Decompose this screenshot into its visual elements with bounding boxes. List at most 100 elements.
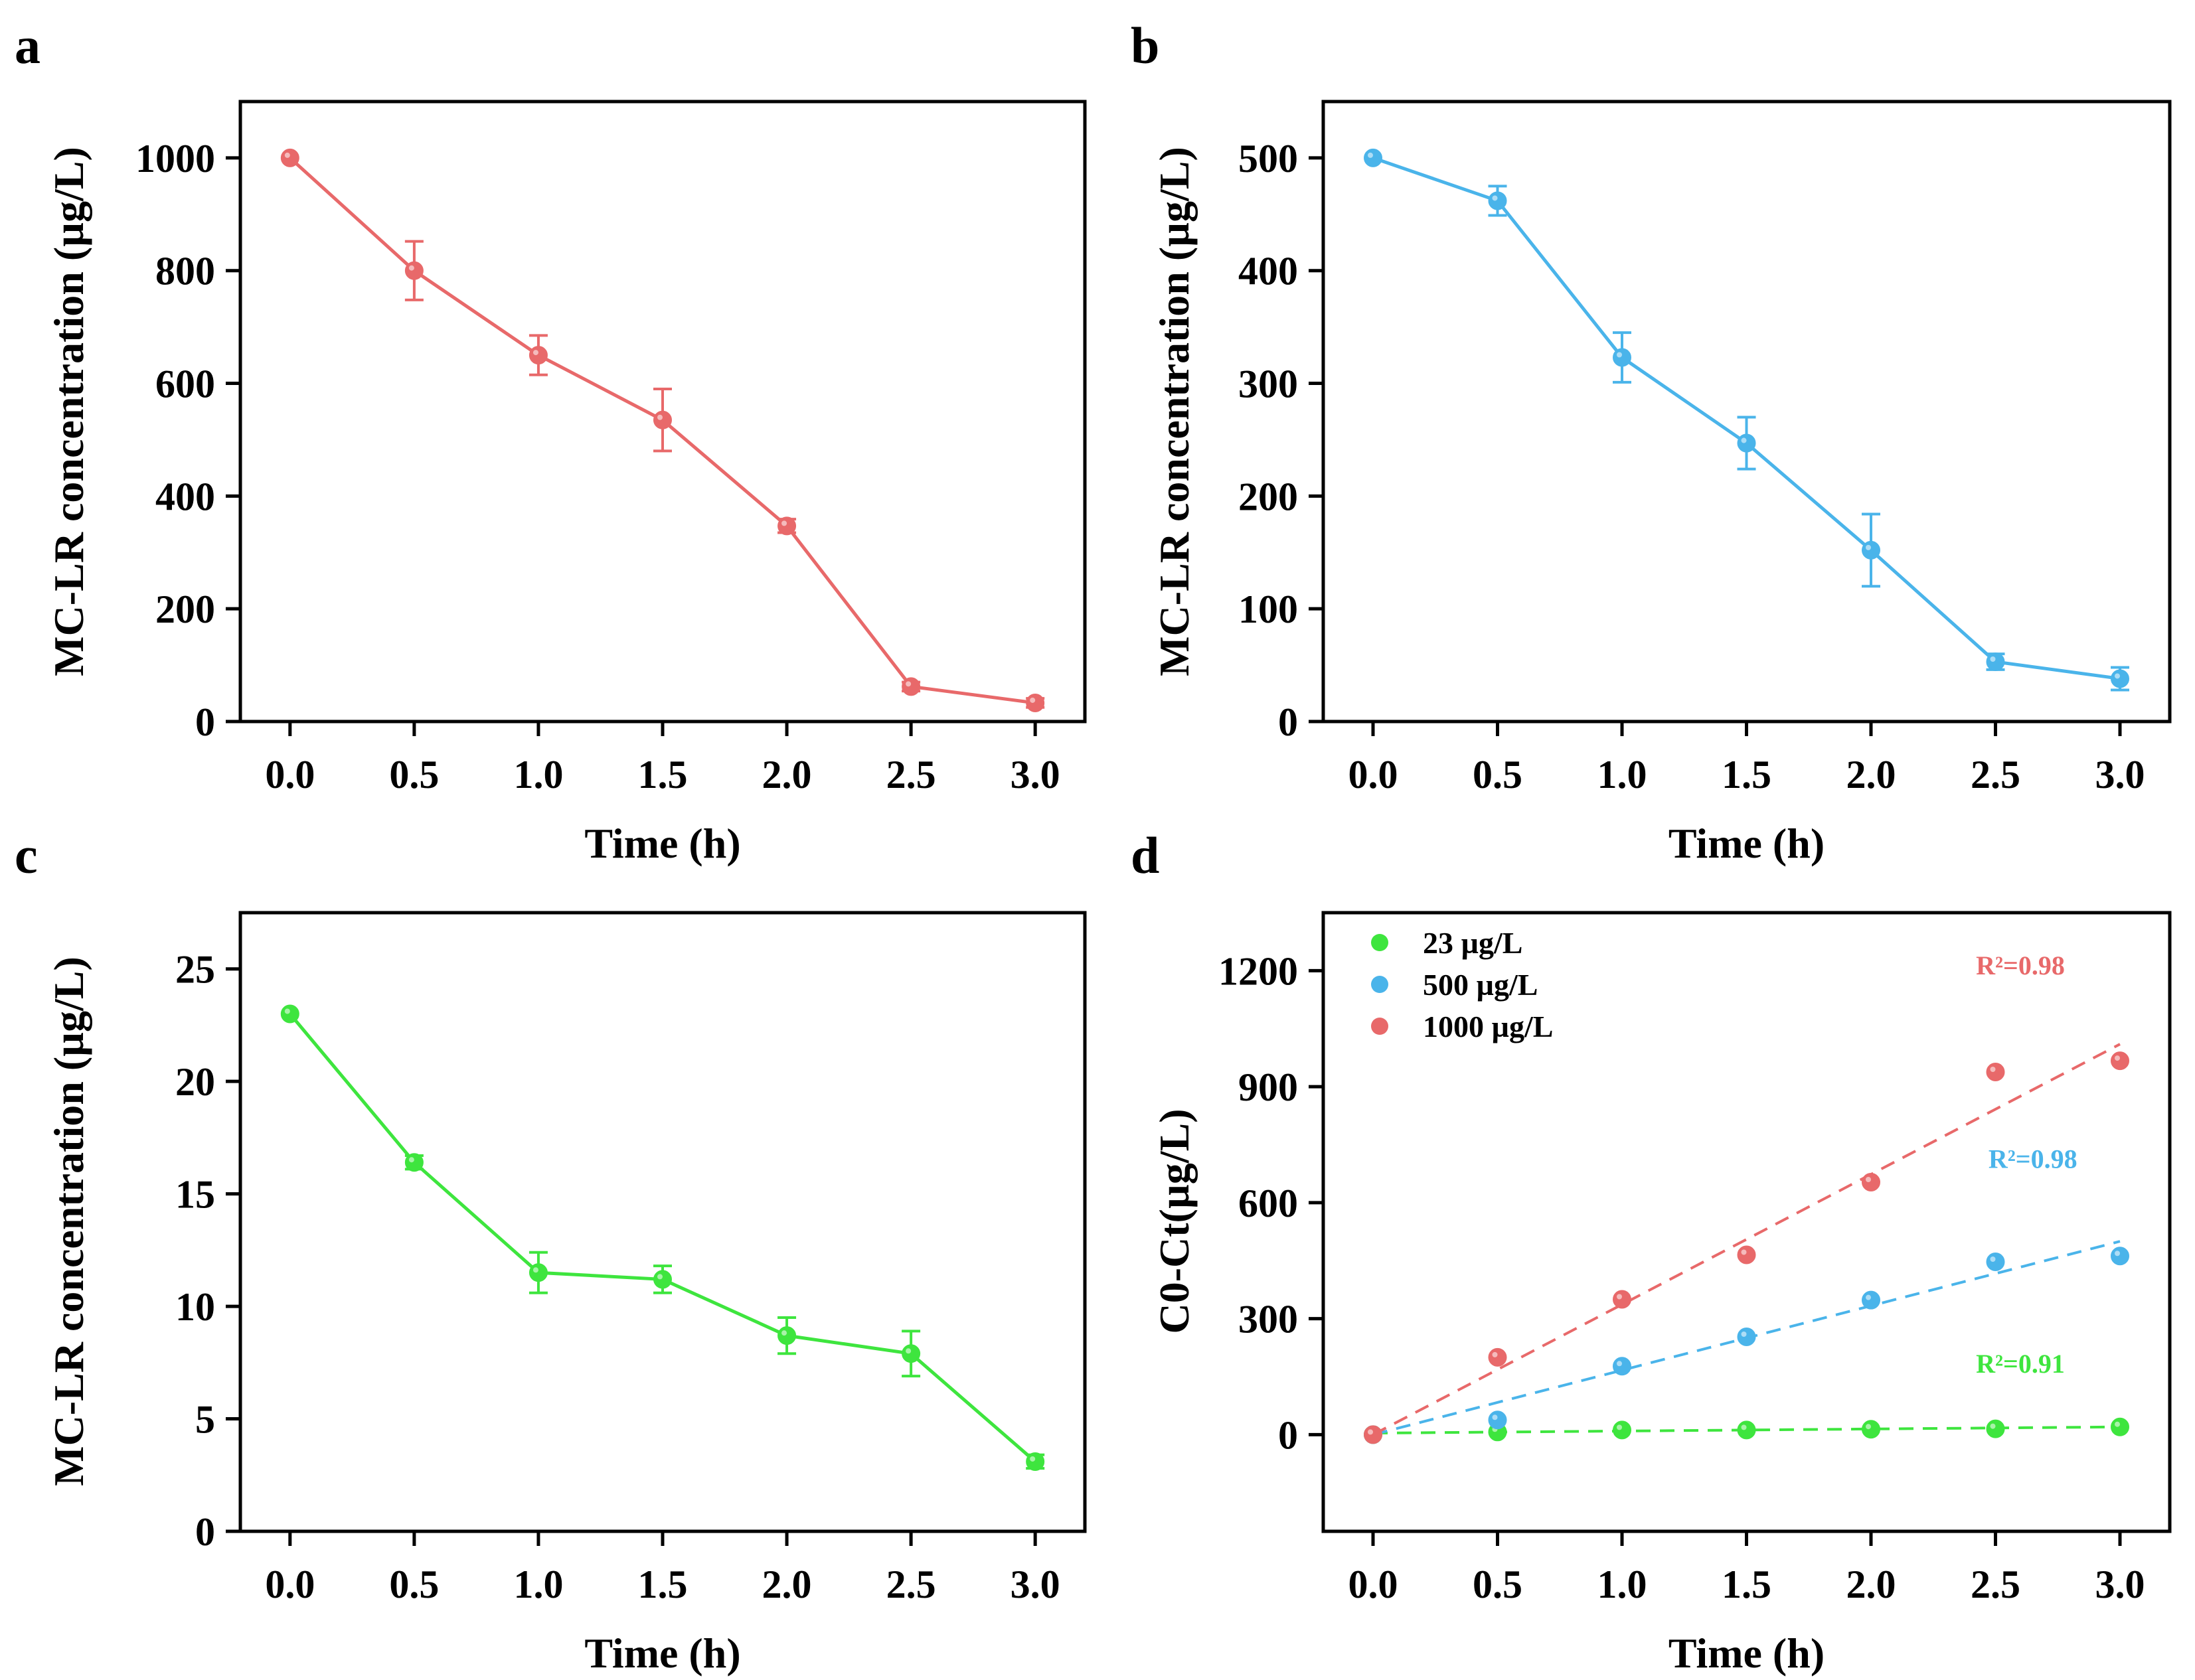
data-point — [902, 677, 921, 696]
x-axis-label: Time (h) — [584, 1630, 740, 1677]
data-point — [1737, 1245, 1756, 1264]
x-tick-label: 2.0 — [1846, 753, 1896, 797]
x-tick-label: 2.0 — [762, 1563, 812, 1606]
panel-label: c — [15, 826, 38, 884]
data-point — [1862, 540, 1880, 560]
panel-label: a — [15, 17, 41, 74]
legend-marker — [1371, 934, 1388, 951]
x-tick-label: 0.5 — [389, 1563, 439, 1606]
data-point — [404, 261, 424, 280]
x-tick-label: 3.0 — [1011, 1563, 1060, 1606]
data-point — [280, 1004, 299, 1024]
x-tick-label: 1.0 — [513, 753, 563, 797]
data-point-highlight — [1866, 1177, 1871, 1183]
y-tick-label: 400 — [155, 475, 215, 518]
data-point-highlight — [1368, 152, 1373, 158]
data-point — [902, 1344, 921, 1363]
y-tick-label: 15 — [175, 1173, 215, 1217]
plot-frame — [1321, 100, 2172, 724]
data-point-highlight — [1492, 195, 1498, 201]
data-point-highlight — [1492, 1351, 1498, 1357]
data-point-highlight — [1866, 1424, 1871, 1430]
x-tick-label: 0.0 — [265, 753, 315, 797]
data-point-highlight — [1030, 697, 1036, 703]
data-point-highlight — [1368, 1429, 1373, 1435]
y-tick-label: 0 — [195, 700, 215, 744]
x-tick-label: 2.5 — [886, 1563, 936, 1606]
x-axis-label: Time (h) — [584, 820, 740, 867]
data-point-highlight — [2115, 1421, 2120, 1427]
data-point — [1026, 693, 1045, 712]
data-point — [1862, 1420, 1880, 1439]
y-axis-label: MC-LR concentration (µg/L) — [1151, 147, 1198, 676]
y-tick-label: 300 — [1238, 362, 1298, 406]
data-point — [1737, 433, 1756, 453]
data-point-highlight — [1492, 1414, 1498, 1420]
data-point — [2111, 1417, 2129, 1436]
data-point — [1488, 1347, 1507, 1367]
x-tick-label: 1.5 — [638, 1563, 688, 1606]
y-tick-label: 200 — [1238, 475, 1298, 518]
x-tick-label: 1.0 — [513, 1563, 563, 1606]
data-point-highlight — [1617, 352, 1622, 358]
x-tick-label: 3.0 — [2095, 1563, 2145, 1606]
data-point-highlight — [1617, 1361, 1622, 1367]
panel-d: d 0.0 0.5 1.0 1.5 2.0 2.5 3.0 0 300 600 900 1200 Time… — [1131, 826, 2172, 1677]
x-tick-label: 1.5 — [638, 753, 688, 797]
legend-marker — [1371, 1018, 1388, 1035]
data-point — [1488, 191, 1507, 210]
x-axis-label: Time (h) — [1668, 1630, 1825, 1677]
y-tick-label: 1200 — [1218, 949, 1298, 993]
x-tick-label: 1.5 — [1722, 753, 1771, 797]
plot-frame — [238, 911, 1087, 1533]
data-point-highlight — [1741, 1332, 1747, 1337]
y-tick-label: 600 — [1238, 1182, 1298, 1225]
data-point-highlight — [1866, 544, 1871, 550]
y-tick-label: 200 — [155, 587, 215, 631]
data-point-highlight — [2115, 1055, 2120, 1061]
data-point — [1986, 1419, 2005, 1438]
data-point — [1026, 1452, 1045, 1471]
data-point — [280, 148, 299, 167]
x-tick-label: 1.0 — [1597, 1563, 1647, 1606]
data-point-highlight — [1990, 1423, 1996, 1429]
y-tick-label: 500 — [1238, 137, 1298, 181]
data-point-highlight — [1741, 437, 1747, 443]
series-line — [288, 1012, 1036, 1463]
data-point — [1986, 1252, 2005, 1271]
legend-label: 500 µg/L — [1423, 968, 1538, 1002]
data-point-highlight — [1990, 656, 1996, 662]
y-axis-label: MC-LR concentration (µg/L) — [45, 147, 92, 676]
data-point-highlight — [1866, 1294, 1871, 1300]
legend-label: 23 µg/L — [1423, 926, 1522, 960]
data-point-highlight — [781, 520, 787, 526]
x-tick-label: 2.5 — [1971, 753, 2020, 797]
x-tick-label: 2.5 — [886, 753, 936, 797]
x-tick-label: 3.0 — [1011, 753, 1060, 797]
legend-label: 1000 µg/L — [1423, 1010, 1553, 1043]
x-tick-label: 1.0 — [1597, 753, 1647, 797]
data-point — [1613, 1420, 1631, 1440]
y-tick-label: 600 — [155, 362, 215, 406]
data-point — [1488, 1411, 1507, 1430]
data-point-highlight — [906, 1348, 912, 1354]
y-tick-label: 20 — [175, 1060, 215, 1104]
data-point — [653, 1270, 672, 1289]
data-point-highlight — [1990, 1256, 1996, 1262]
y-tick-label: 100 — [1238, 587, 1298, 631]
y-tick-label: 1000 — [135, 137, 215, 181]
r2-label: R²=0.91 — [1976, 1349, 2065, 1379]
data-point — [528, 346, 548, 365]
data-point-highlight — [657, 1274, 663, 1280]
y-tick-label: 10 — [175, 1285, 215, 1329]
panel-label: d — [1131, 826, 1159, 884]
legend-marker — [1371, 976, 1388, 993]
x-tick-label: 0.0 — [265, 1563, 315, 1606]
y-axis-label: MC-LR concentration (µg/L) — [45, 956, 92, 1486]
x-tick-label: 0.5 — [1473, 1563, 1522, 1606]
x-tick-label: 1.5 — [1722, 1563, 1771, 1606]
data-point — [1364, 148, 1382, 167]
panel-a: a 0.0 0.5 1.0 1.5 2.0 2.5 3.0 0 200 400 600 800 1000 T… — [15, 17, 1087, 867]
x-tick-label: 2.0 — [762, 753, 812, 797]
data-point-highlight — [408, 265, 414, 271]
